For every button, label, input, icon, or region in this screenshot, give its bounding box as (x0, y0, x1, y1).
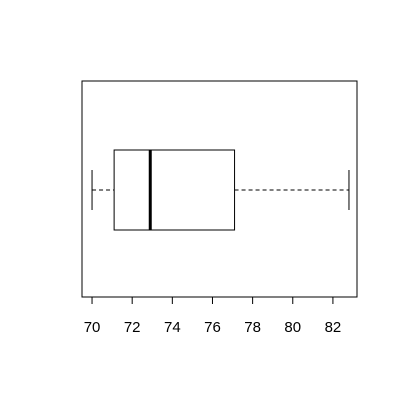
x-tick-label: 74 (164, 319, 181, 336)
x-tick-label: 82 (325, 319, 342, 336)
x-tick-label: 76 (204, 319, 221, 336)
interquartile-box (113, 149, 236, 231)
x-tick-label: 80 (284, 319, 301, 336)
x-tick-label: 72 (124, 319, 141, 336)
x-tick-label: 78 (244, 319, 261, 336)
x-tick-label: 70 (84, 319, 101, 336)
